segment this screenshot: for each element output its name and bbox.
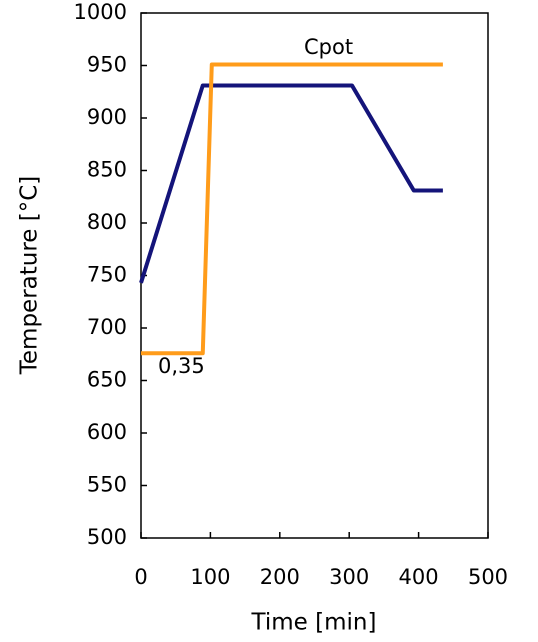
y-tick-label: 1000	[74, 0, 127, 24]
y-axis-title: Temperature [°C]	[17, 176, 43, 376]
y-tick-label: 950	[87, 53, 127, 77]
x-tick-label: 400	[399, 565, 439, 589]
x-axis-title: Time [min]	[251, 610, 377, 636]
y-tick-label: 850	[87, 158, 127, 182]
x-tick-label: 0	[134, 565, 147, 589]
plot-frame	[140, 12, 489, 539]
x-tick-label: 500	[468, 565, 508, 589]
y-tick-label: 600	[87, 420, 127, 444]
x-tick-label: 300	[329, 565, 369, 589]
x-tick-label: 100	[190, 565, 230, 589]
data-line	[139, 83, 443, 284]
x-tick-label: 200	[260, 565, 300, 589]
y-tick-label: 500	[87, 525, 127, 549]
y-tick-label: 800	[87, 210, 127, 234]
annotation: 0,35	[158, 354, 205, 378]
y-tick-label: 900	[87, 105, 127, 129]
y-tick-label: 700	[87, 315, 127, 339]
y-tick-label: 750	[87, 263, 127, 287]
annotation: Cpot	[304, 35, 353, 59]
y-tick-label: 650	[87, 368, 127, 392]
y-tick-label: 550	[87, 473, 127, 497]
data-line	[141, 62, 443, 356]
